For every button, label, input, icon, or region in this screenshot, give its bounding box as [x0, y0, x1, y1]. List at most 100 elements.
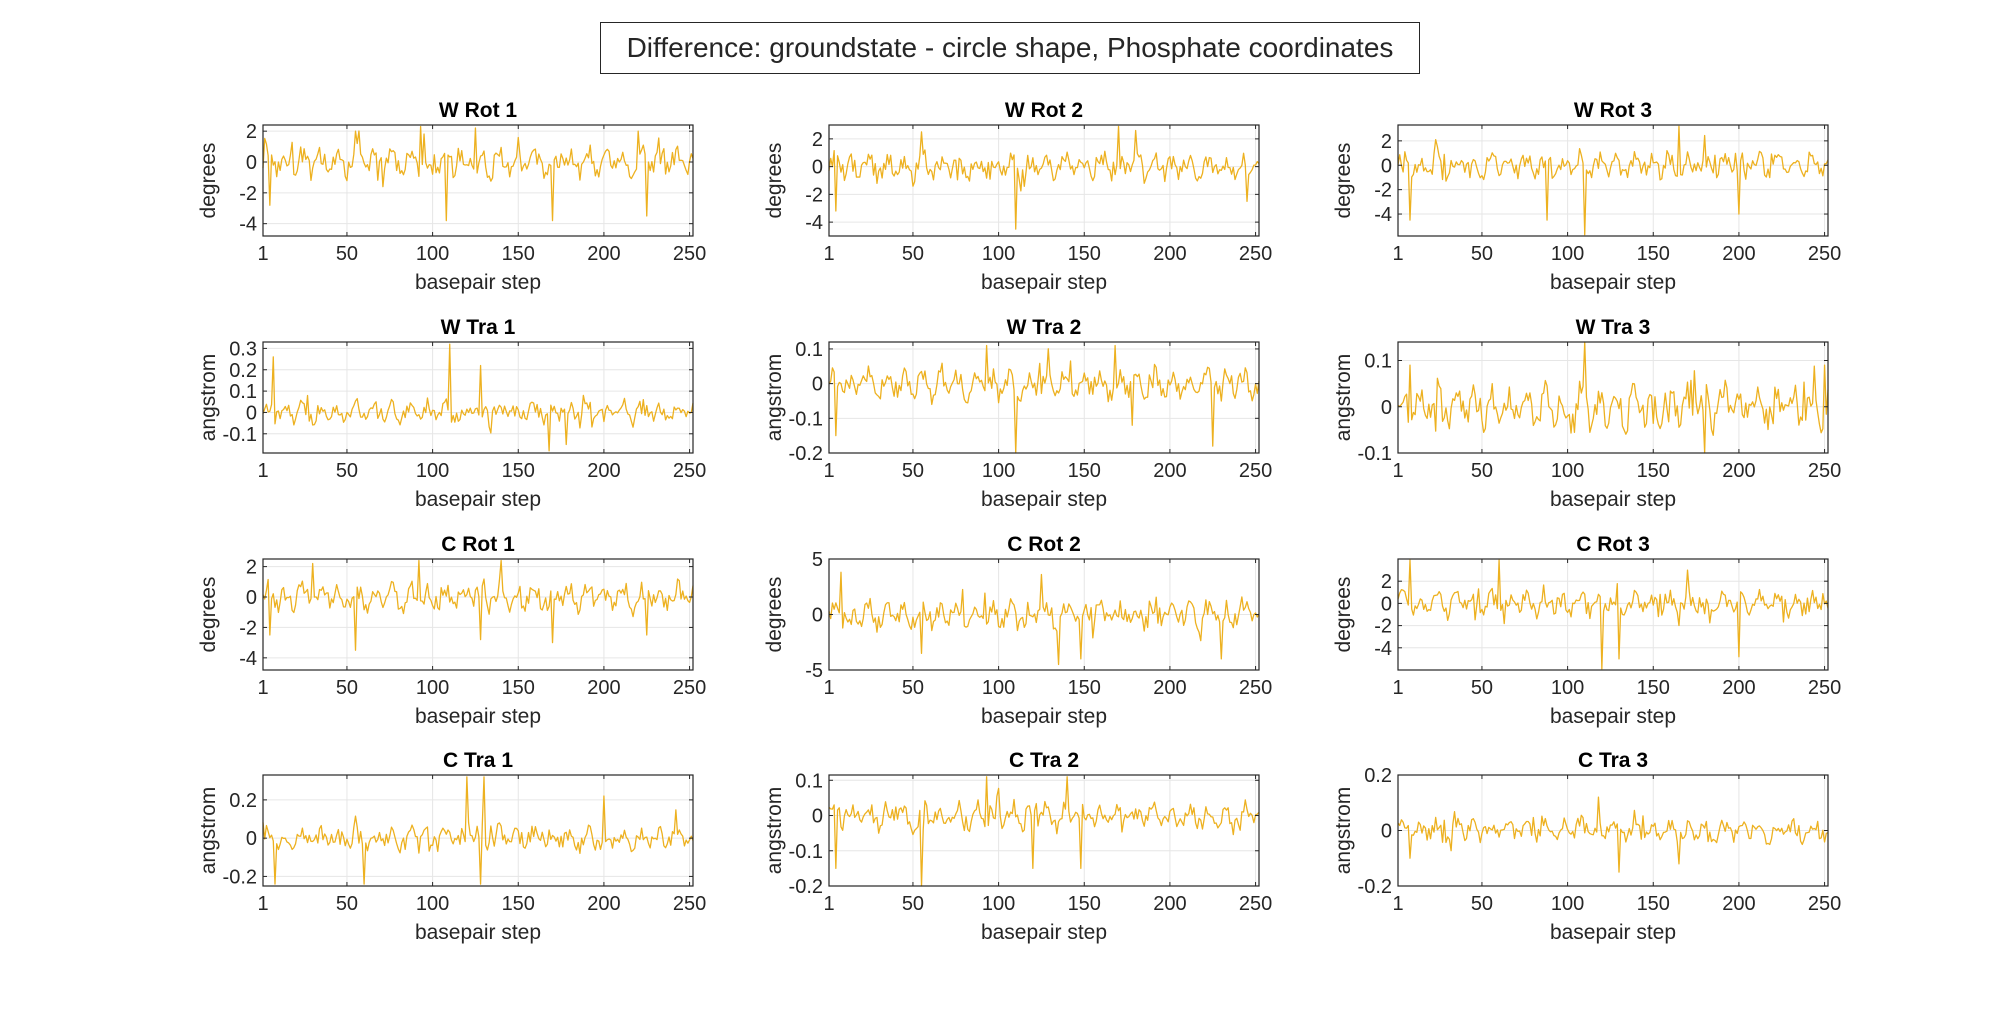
y-tick-label: -0.1: [789, 841, 823, 863]
y-tick-label: -2: [1374, 616, 1392, 638]
x-tick-label: 50: [1471, 460, 1493, 482]
y-tick-label: -4: [805, 212, 823, 234]
x-tick-label: 100: [982, 893, 1015, 915]
x-tick-label: 150: [1637, 677, 1670, 699]
y-axis-label: angstrom: [1332, 354, 1355, 442]
y-tick-label: 2: [1381, 131, 1392, 153]
axes-box: [1397, 341, 1829, 454]
x-tick-label: 50: [902, 677, 924, 699]
x-tick-label: 250: [1808, 677, 1841, 699]
y-tick-label: 0.1: [1364, 351, 1392, 373]
y-tick-label: 0: [812, 605, 823, 627]
x-tick-label: 50: [1471, 677, 1493, 699]
x-tick-label: 1: [1392, 243, 1403, 265]
plot-area: [263, 125, 693, 236]
x-tick-label: 150: [502, 893, 535, 915]
series-line: [1397, 796, 1829, 873]
x-tick-label: 50: [902, 243, 924, 265]
x-tick-label: 100: [416, 893, 449, 915]
series-line: [262, 776, 694, 885]
y-tick-label: 0: [1381, 593, 1392, 615]
axes-box: [1397, 124, 1829, 237]
x-tick-label: 1: [1392, 893, 1403, 915]
subplot-title: W Tra 1: [441, 316, 516, 339]
y-axis-label: degrees: [1332, 577, 1355, 653]
x-tick-label: 150: [502, 243, 535, 265]
x-tick-label: 1: [823, 460, 834, 482]
x-tick-label: 250: [1239, 243, 1272, 265]
y-tick-label: 0: [246, 828, 257, 850]
y-tick-label: 0.1: [795, 770, 823, 792]
y-tick-label: -0.2: [789, 443, 823, 465]
axes-box: [262, 774, 694, 887]
y-tick-label: -0.1: [1358, 443, 1392, 465]
x-tick-label: 1: [257, 677, 268, 699]
y-tick-label: -0.1: [789, 408, 823, 430]
x-tick-label: 200: [587, 677, 620, 699]
series-line: [828, 571, 1260, 666]
x-tick-label: 100: [982, 460, 1015, 482]
axes-box: [828, 124, 1260, 237]
subplot-10: 1 50 100 150 200 250-0.2-0.100.1C Tra 2basepa…: [763, 749, 1272, 944]
x-axis-label: basepair step: [981, 271, 1107, 294]
y-tick-label: -2: [239, 183, 257, 205]
subplot-3: 1 50 100 150 200 250-0.100.10.20.3W Tra 1base…: [197, 316, 706, 511]
x-tick-label: 150: [1637, 243, 1670, 265]
y-axis-label: degrees: [763, 577, 786, 653]
x-tick-label: 150: [502, 677, 535, 699]
x-tick-label: 1: [257, 893, 268, 915]
plot-area: [1398, 559, 1828, 670]
y-tick-label: 0: [246, 152, 257, 174]
x-tick-label: 250: [673, 460, 706, 482]
series-line: [828, 344, 1260, 454]
x-tick-label: 100: [1551, 677, 1584, 699]
x-tick-label: 200: [1153, 243, 1186, 265]
x-axis-label: basepair step: [1550, 921, 1676, 944]
x-tick-label: 100: [1551, 243, 1584, 265]
y-tick-label: -4: [1374, 638, 1392, 660]
x-axis-label: basepair step: [415, 705, 541, 728]
plot-area: [829, 775, 1259, 886]
x-tick-label: 50: [336, 677, 358, 699]
x-tick-label: 1: [823, 677, 834, 699]
y-axis-label: angstrom: [763, 354, 786, 442]
y-tick-label: -0.2: [223, 866, 257, 888]
x-axis-label: basepair step: [1550, 488, 1676, 511]
y-tick-label: 0.2: [229, 790, 257, 812]
y-tick-label: 0.2: [229, 360, 257, 382]
subplot-title: W Tra 3: [1576, 316, 1651, 339]
y-axis-label: angstrom: [197, 787, 220, 875]
x-tick-label: 100: [416, 243, 449, 265]
x-tick-label: 150: [1637, 893, 1670, 915]
x-tick-label: 250: [1239, 460, 1272, 482]
axes-box: [262, 558, 694, 671]
subplot-title: C Tra 1: [443, 749, 513, 772]
y-tick-label: 0: [1381, 397, 1392, 419]
x-tick-label: 100: [416, 460, 449, 482]
x-tick-label: 250: [673, 243, 706, 265]
x-tick-label: 150: [1068, 460, 1101, 482]
x-tick-label: 50: [336, 460, 358, 482]
x-tick-label: 150: [1637, 460, 1670, 482]
subplot-4: 1 50 100 150 200 250-0.2-0.100.1W Tra 2basepa…: [763, 316, 1272, 511]
axes-box: [828, 341, 1260, 454]
y-tick-label: -5: [805, 660, 823, 682]
x-tick-label: 1: [1392, 460, 1403, 482]
x-tick-label: 250: [673, 893, 706, 915]
x-tick-label: 100: [1551, 460, 1584, 482]
x-tick-label: 200: [587, 460, 620, 482]
subplot-title: W Rot 2: [1005, 99, 1083, 122]
x-axis-label: basepair step: [981, 705, 1107, 728]
x-tick-label: 250: [673, 677, 706, 699]
x-tick-label: 200: [1153, 460, 1186, 482]
x-tick-label: 250: [1808, 460, 1841, 482]
x-tick-label: 1: [257, 460, 268, 482]
y-tick-label: 0: [812, 806, 823, 828]
series-line: [262, 343, 694, 452]
